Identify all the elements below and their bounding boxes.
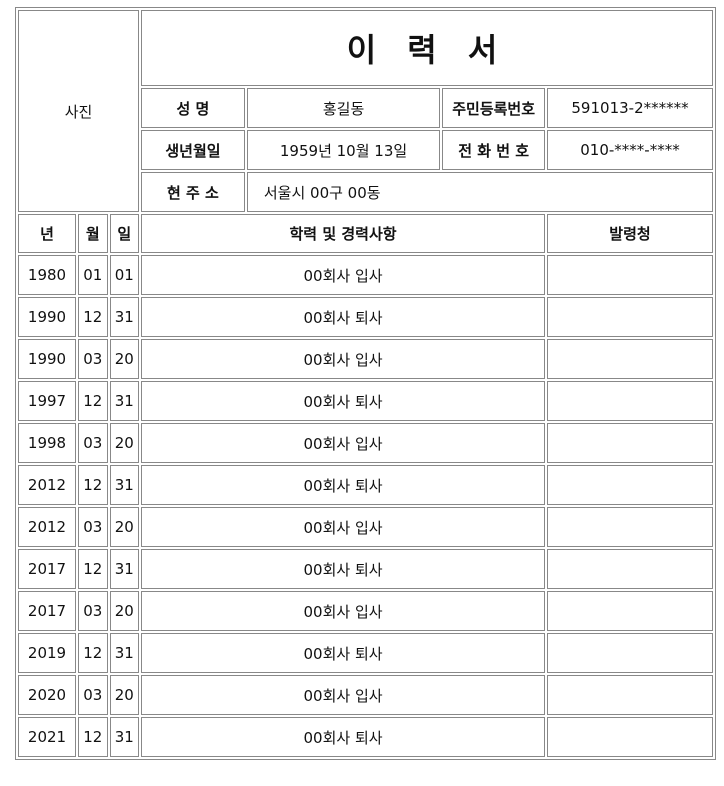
history-day: 31 xyxy=(109,549,140,589)
name-value: 홍길동 xyxy=(246,88,441,128)
history-description: 00회사 입사 xyxy=(141,423,546,463)
history-row: 2012 03 20 00회사 입사 xyxy=(18,507,713,547)
history-day: 31 xyxy=(109,717,140,757)
history-row: 2017 03 20 00회사 입사 xyxy=(18,591,713,631)
history-month: 03 xyxy=(78,339,108,379)
history-month: 03 xyxy=(78,423,108,463)
history-row: 1990 03 20 00회사 입사 xyxy=(18,339,713,379)
history-year: 2017 xyxy=(18,549,76,589)
resume-table: 사진 이 력 서 성 명 홍길동 주민등록번호 591013-2****** 생… xyxy=(15,7,716,760)
history-issuer xyxy=(547,717,713,757)
day-header: 일 xyxy=(109,214,140,253)
history-description: 00회사 입사 xyxy=(141,507,546,547)
history-year: 2020 xyxy=(18,675,76,715)
history-description: 00회사 입사 xyxy=(141,255,546,295)
history-issuer xyxy=(547,465,713,505)
history-month: 01 xyxy=(78,255,108,295)
history-issuer xyxy=(547,381,713,421)
history-row: 1997 12 31 00회사 퇴사 xyxy=(18,381,713,421)
history-month: 12 xyxy=(78,297,108,337)
history-month: 12 xyxy=(78,717,108,757)
history-year: 1980 xyxy=(18,255,76,295)
id-number-label: 주민등록번호 xyxy=(442,88,546,128)
history-month: 12 xyxy=(78,381,108,421)
history-month: 03 xyxy=(78,507,108,547)
history-year: 2012 xyxy=(18,507,76,547)
history-issuer xyxy=(547,423,713,463)
name-row: 성 명 홍길동 주민등록번호 591013-2****** xyxy=(18,88,713,128)
history-month: 03 xyxy=(78,675,108,715)
history-issuer xyxy=(547,507,713,547)
resume-body: 사진 이 력 서 성 명 홍길동 주민등록번호 591013-2****** 생… xyxy=(18,10,713,757)
history-row: 2012 12 31 00회사 퇴사 xyxy=(18,465,713,505)
history-row: 1990 12 31 00회사 퇴사 xyxy=(18,297,713,337)
history-description: 00회사 입사 xyxy=(141,339,546,379)
address-value: 서울시 00구 00동 xyxy=(246,172,713,212)
history-row: 2019 12 31 00회사 퇴사 xyxy=(18,633,713,673)
history-year: 2021 xyxy=(18,717,76,757)
history-description: 00회사 퇴사 xyxy=(141,549,546,589)
history-description: 00회사 퇴사 xyxy=(141,717,546,757)
history-day: 31 xyxy=(109,633,140,673)
history-day: 31 xyxy=(109,465,140,505)
document-title: 이 력 서 xyxy=(141,10,713,86)
birth-row: 생년월일 1959년 10월 13일 전 화 번 호 010-****-**** xyxy=(18,130,713,170)
history-issuer xyxy=(547,549,713,589)
history-day: 20 xyxy=(109,339,140,379)
issuer-header: 발령청 xyxy=(547,214,713,253)
history-month: 03 xyxy=(78,591,108,631)
birth-label: 생년월일 xyxy=(141,130,245,170)
history-month: 12 xyxy=(78,465,108,505)
history-year: 2017 xyxy=(18,591,76,631)
history-year: 1997 xyxy=(18,381,76,421)
id-number-value: 591013-2****** xyxy=(547,88,713,128)
phone-label: 전 화 번 호 xyxy=(442,130,546,170)
photo-cell: 사진 xyxy=(18,10,140,212)
history-row: 2017 12 31 00회사 퇴사 xyxy=(18,549,713,589)
history-description: 00회사 입사 xyxy=(141,591,546,631)
history-day: 20 xyxy=(109,507,140,547)
history-description: 00회사 퇴사 xyxy=(141,297,546,337)
phone-value: 010-****-**** xyxy=(547,130,713,170)
history-day: 20 xyxy=(109,591,140,631)
year-header: 년 xyxy=(18,214,76,253)
address-label: 현 주 소 xyxy=(141,172,245,212)
birth-value: 1959년 10월 13일 xyxy=(246,130,441,170)
history-day: 20 xyxy=(109,675,140,715)
history-row: 2021 12 31 00회사 퇴사 xyxy=(18,717,713,757)
history-description: 00회사 퇴사 xyxy=(141,381,546,421)
history-day: 20 xyxy=(109,423,140,463)
history-header-row: 년 월 일 학력 및 경력사항 발령청 xyxy=(18,214,713,253)
history-row: 2020 03 20 00회사 입사 xyxy=(18,675,713,715)
history-year: 2019 xyxy=(18,633,76,673)
history-day: 31 xyxy=(109,297,140,337)
history-description: 00회사 퇴사 xyxy=(141,465,546,505)
history-row: 1980 01 01 00회사 입사 xyxy=(18,255,713,295)
history-row: 1998 03 20 00회사 입사 xyxy=(18,423,713,463)
history-description: 00회사 퇴사 xyxy=(141,633,546,673)
history-day: 31 xyxy=(109,381,140,421)
history-year: 1990 xyxy=(18,339,76,379)
history-description: 00회사 입사 xyxy=(141,675,546,715)
history-issuer xyxy=(547,633,713,673)
history-issuer xyxy=(547,297,713,337)
description-header: 학력 및 경력사항 xyxy=(141,214,546,253)
address-row: 현 주 소 서울시 00구 00동 xyxy=(18,172,713,212)
history-year: 1998 xyxy=(18,423,76,463)
history-day: 01 xyxy=(109,255,140,295)
history-issuer xyxy=(547,255,713,295)
history-issuer xyxy=(547,675,713,715)
history-year: 1990 xyxy=(18,297,76,337)
history-month: 12 xyxy=(78,633,108,673)
history-issuer xyxy=(547,339,713,379)
name-label: 성 명 xyxy=(141,88,245,128)
history-issuer xyxy=(547,591,713,631)
title-row: 사진 이 력 서 xyxy=(18,10,713,212)
month-header: 월 xyxy=(78,214,108,253)
history-year: 2012 xyxy=(18,465,76,505)
history-month: 12 xyxy=(78,549,108,589)
